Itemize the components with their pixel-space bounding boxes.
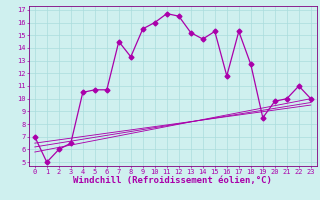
X-axis label: Windchill (Refroidissement éolien,°C): Windchill (Refroidissement éolien,°C) <box>73 176 272 185</box>
